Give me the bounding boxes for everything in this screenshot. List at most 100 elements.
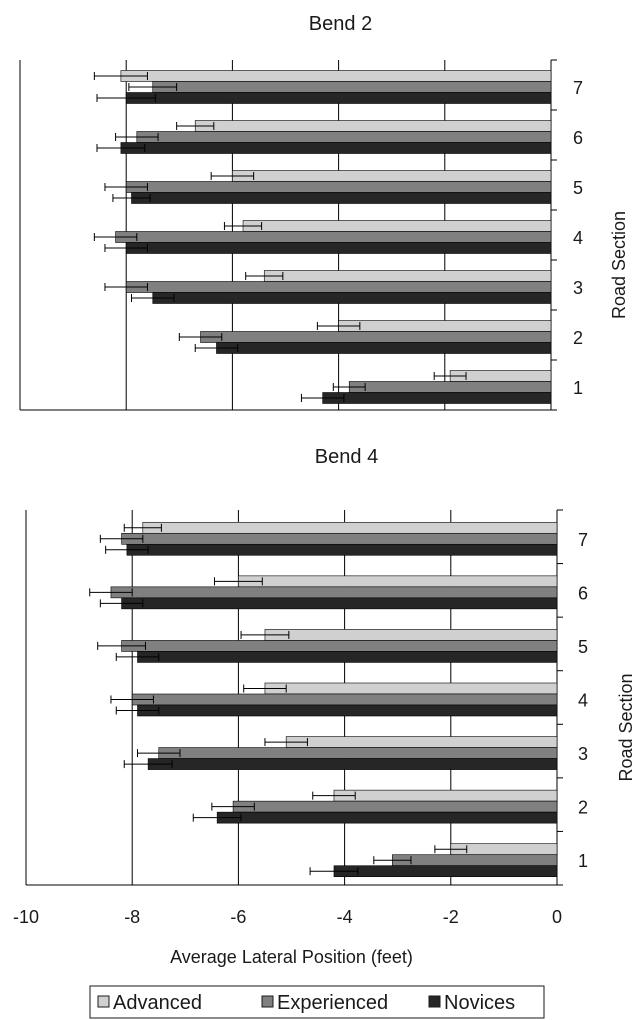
error-bar-advanced-section-7 bbox=[93, 72, 148, 80]
error-bar-experienced-section-7 bbox=[99, 534, 144, 543]
category-label: 1 bbox=[578, 851, 588, 871]
chart-title: Bend 2 bbox=[309, 13, 372, 35]
bar-advanced-section-6 bbox=[194, 120, 552, 132]
x-tick-label: 0 bbox=[552, 907, 562, 927]
error-bar-experienced-section-6 bbox=[115, 133, 159, 141]
bar-experienced-section-2 bbox=[232, 800, 558, 813]
error-bar-advanced-section-6 bbox=[176, 122, 215, 130]
bar-novices-section-2 bbox=[216, 811, 558, 824]
error-bar-novices-section-3 bbox=[131, 294, 175, 302]
category-label: 3 bbox=[578, 744, 588, 764]
y-axis-label: Road Section bbox=[609, 211, 629, 319]
category-label: 2 bbox=[573, 328, 583, 348]
bar-advanced-section-4 bbox=[242, 220, 552, 232]
bar-advanced-section-5 bbox=[232, 170, 552, 182]
category-label: 7 bbox=[573, 78, 583, 98]
x-tick-label: -10 bbox=[13, 907, 39, 927]
error-bar-advanced-section-6 bbox=[214, 577, 263, 586]
category-label: 3 bbox=[573, 278, 583, 298]
category-label: 7 bbox=[578, 530, 588, 550]
error-bar-advanced-section-4 bbox=[223, 222, 263, 230]
bar-advanced-section-3 bbox=[285, 736, 558, 748]
chart-legend: Advanced Experienced Novices bbox=[89, 985, 545, 1019]
bar-advanced-section-2 bbox=[333, 789, 558, 802]
bar-experienced-section-1 bbox=[348, 381, 552, 393]
y-axis-label: Road Section bbox=[616, 673, 635, 781]
error-bar-experienced-section-6 bbox=[89, 588, 133, 597]
bar-novices-section-5 bbox=[137, 651, 558, 663]
bar-experienced-section-3 bbox=[125, 281, 552, 293]
bar-experienced-section-7 bbox=[121, 532, 558, 545]
bar-novices-section-3 bbox=[152, 292, 552, 304]
category-label: 5 bbox=[578, 637, 588, 657]
bar-novices-section-6 bbox=[120, 142, 552, 154]
error-bar-experienced-section-4 bbox=[110, 695, 154, 704]
bar-novices-section-1 bbox=[333, 865, 558, 878]
error-bar-novices-section-3 bbox=[123, 760, 173, 769]
error-bar-experienced-section-5 bbox=[104, 183, 148, 191]
bar-novices-section-1 bbox=[322, 392, 552, 404]
bar-advanced-section-7 bbox=[120, 70, 552, 82]
category-label: 2 bbox=[578, 798, 588, 818]
bar-advanced-section-4 bbox=[264, 682, 558, 695]
error-bar-novices-section-5 bbox=[112, 194, 151, 202]
error-bar-novices-section-2 bbox=[192, 813, 242, 822]
bar-novices-section-3 bbox=[147, 758, 558, 770]
legend-swatch-novices bbox=[428, 995, 441, 1008]
bar-novices-section-7 bbox=[126, 543, 558, 556]
x-tick-label: -2 bbox=[443, 907, 459, 927]
error-bar-advanced-section-5 bbox=[210, 172, 255, 180]
bar-novices-section-5 bbox=[131, 192, 552, 204]
bar-experienced-section-6 bbox=[136, 131, 552, 143]
error-bar-novices-section-6 bbox=[99, 599, 144, 608]
error-bar-experienced-section-3 bbox=[137, 749, 181, 758]
error-bar-advanced-section-3 bbox=[245, 272, 284, 280]
bar-experienced-section-6 bbox=[110, 586, 558, 599]
bar-novices-section-7 bbox=[125, 92, 552, 104]
bar-novices-section-6 bbox=[121, 597, 558, 610]
category-label: 6 bbox=[578, 583, 588, 603]
error-bar-novices-section-2 bbox=[194, 344, 239, 352]
error-bar-novices-section-7 bbox=[96, 94, 156, 102]
error-bar-experienced-section-1 bbox=[332, 383, 366, 391]
error-bar-experienced-section-5 bbox=[97, 641, 146, 650]
x-axis-label: Average Lateral Position (feet) bbox=[170, 947, 413, 967]
error-bar-advanced-section-5 bbox=[240, 630, 290, 639]
category-label: 6 bbox=[573, 128, 583, 148]
error-bar-advanced-section-2 bbox=[312, 791, 356, 800]
x-tick-label: -4 bbox=[337, 907, 353, 927]
category-label: 5 bbox=[573, 178, 583, 198]
chart-panel-bend-4: Bend 4 Road Section Average Lateral Posi… bbox=[13, 446, 635, 967]
bar-novices-section-4 bbox=[125, 242, 552, 254]
error-bar-advanced-section-7 bbox=[123, 523, 162, 532]
category-label: 4 bbox=[573, 228, 583, 248]
error-bar-novices-section-1 bbox=[300, 394, 345, 402]
error-bar-advanced-section-1 bbox=[433, 372, 467, 380]
bar-advanced-section-6 bbox=[238, 575, 558, 588]
bar-experienced-section-5 bbox=[121, 640, 558, 652]
error-bar-advanced-section-1 bbox=[434, 845, 468, 854]
bar-advanced-section-2 bbox=[338, 320, 552, 332]
error-bar-advanced-section-3 bbox=[264, 738, 308, 747]
bar-experienced-section-1 bbox=[392, 854, 558, 867]
error-bar-experienced-section-3 bbox=[104, 283, 148, 291]
error-bar-novices-section-5 bbox=[115, 652, 160, 661]
bar-experienced-section-2 bbox=[200, 331, 552, 343]
bar-novices-section-2 bbox=[216, 342, 552, 354]
legend-item-advanced: Advanced bbox=[113, 992, 202, 1014]
error-bar-experienced-section-7 bbox=[128, 83, 178, 91]
bar-advanced-section-3 bbox=[263, 270, 552, 282]
error-bar-experienced-section-2 bbox=[211, 802, 255, 811]
error-bar-experienced-section-4 bbox=[93, 233, 138, 241]
bar-experienced-section-4 bbox=[131, 693, 558, 706]
bar-experienced-section-7 bbox=[152, 81, 552, 93]
error-bar-advanced-section-4 bbox=[243, 684, 287, 693]
category-label: 4 bbox=[578, 691, 588, 711]
chart-panel-bend-2: Bend 2 Road Section 7 6 5 4 3 2 1 bbox=[19, 13, 629, 411]
error-bar-novices-section-7 bbox=[105, 545, 149, 554]
error-bar-experienced-section-2 bbox=[178, 333, 223, 341]
error-bar-novices-section-1 bbox=[309, 867, 359, 876]
error-bar-novices-section-4 bbox=[115, 706, 160, 715]
